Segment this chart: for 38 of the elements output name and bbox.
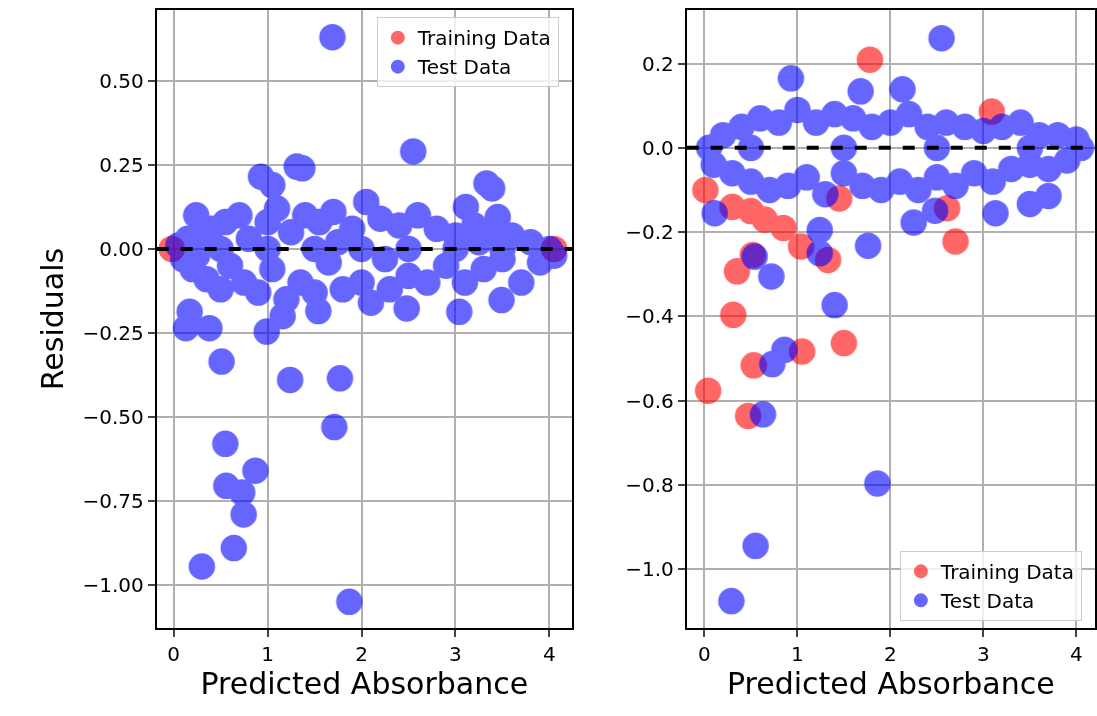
legend-label: Training Data <box>939 560 1074 585</box>
y-tick-label: −0.4 <box>625 304 674 329</box>
x-tick-label: 2 <box>355 642 368 666</box>
y-tick-label: −1.00 <box>82 572 144 597</box>
point <box>770 214 797 242</box>
y-tick-label: −0.25 <box>82 320 144 345</box>
x-tick-label: 0 <box>698 642 711 666</box>
point <box>830 329 858 357</box>
y-tick-label: 0.0 <box>641 135 674 160</box>
y-tick-label: −0.8 <box>625 473 674 498</box>
point <box>694 377 722 404</box>
y-tick-label: −1.0 <box>625 557 674 582</box>
point <box>720 301 747 329</box>
legend-label: Test Data <box>939 589 1035 614</box>
legend-label: Training Data <box>416 26 551 51</box>
x-tick-label: 0 <box>167 642 180 666</box>
x-tick-label: 1 <box>261 642 274 666</box>
point <box>942 228 969 255</box>
y-tick-label: 0.2 <box>641 51 674 76</box>
y-axis-title: Residuals <box>34 247 70 391</box>
y-tick-label: −0.6 <box>625 388 674 413</box>
x-tick-label: 4 <box>1070 642 1083 666</box>
x-tick-label: 2 <box>884 642 897 666</box>
point <box>856 46 884 73</box>
legend-label: Test Data <box>416 55 512 80</box>
point <box>692 176 719 204</box>
y-tick-label: −0.2 <box>625 220 674 245</box>
y-tick-label: −0.50 <box>82 404 144 429</box>
x-tick-label: 3 <box>977 642 990 666</box>
y-tick-label: 0.25 <box>99 152 144 177</box>
x-axis-title: Predicted Absorbance <box>727 666 1055 701</box>
x-tick-label: 4 <box>543 642 556 666</box>
x-tick-label: 1 <box>791 642 804 666</box>
y-tick-label: 0.50 <box>99 68 144 93</box>
x-axis-title: Predicted Absorbance <box>200 666 529 701</box>
y-tick-label: 0.00 <box>99 236 144 261</box>
x-tick-label: 3 <box>449 642 462 666</box>
y-tick-label: −0.75 <box>82 488 144 513</box>
